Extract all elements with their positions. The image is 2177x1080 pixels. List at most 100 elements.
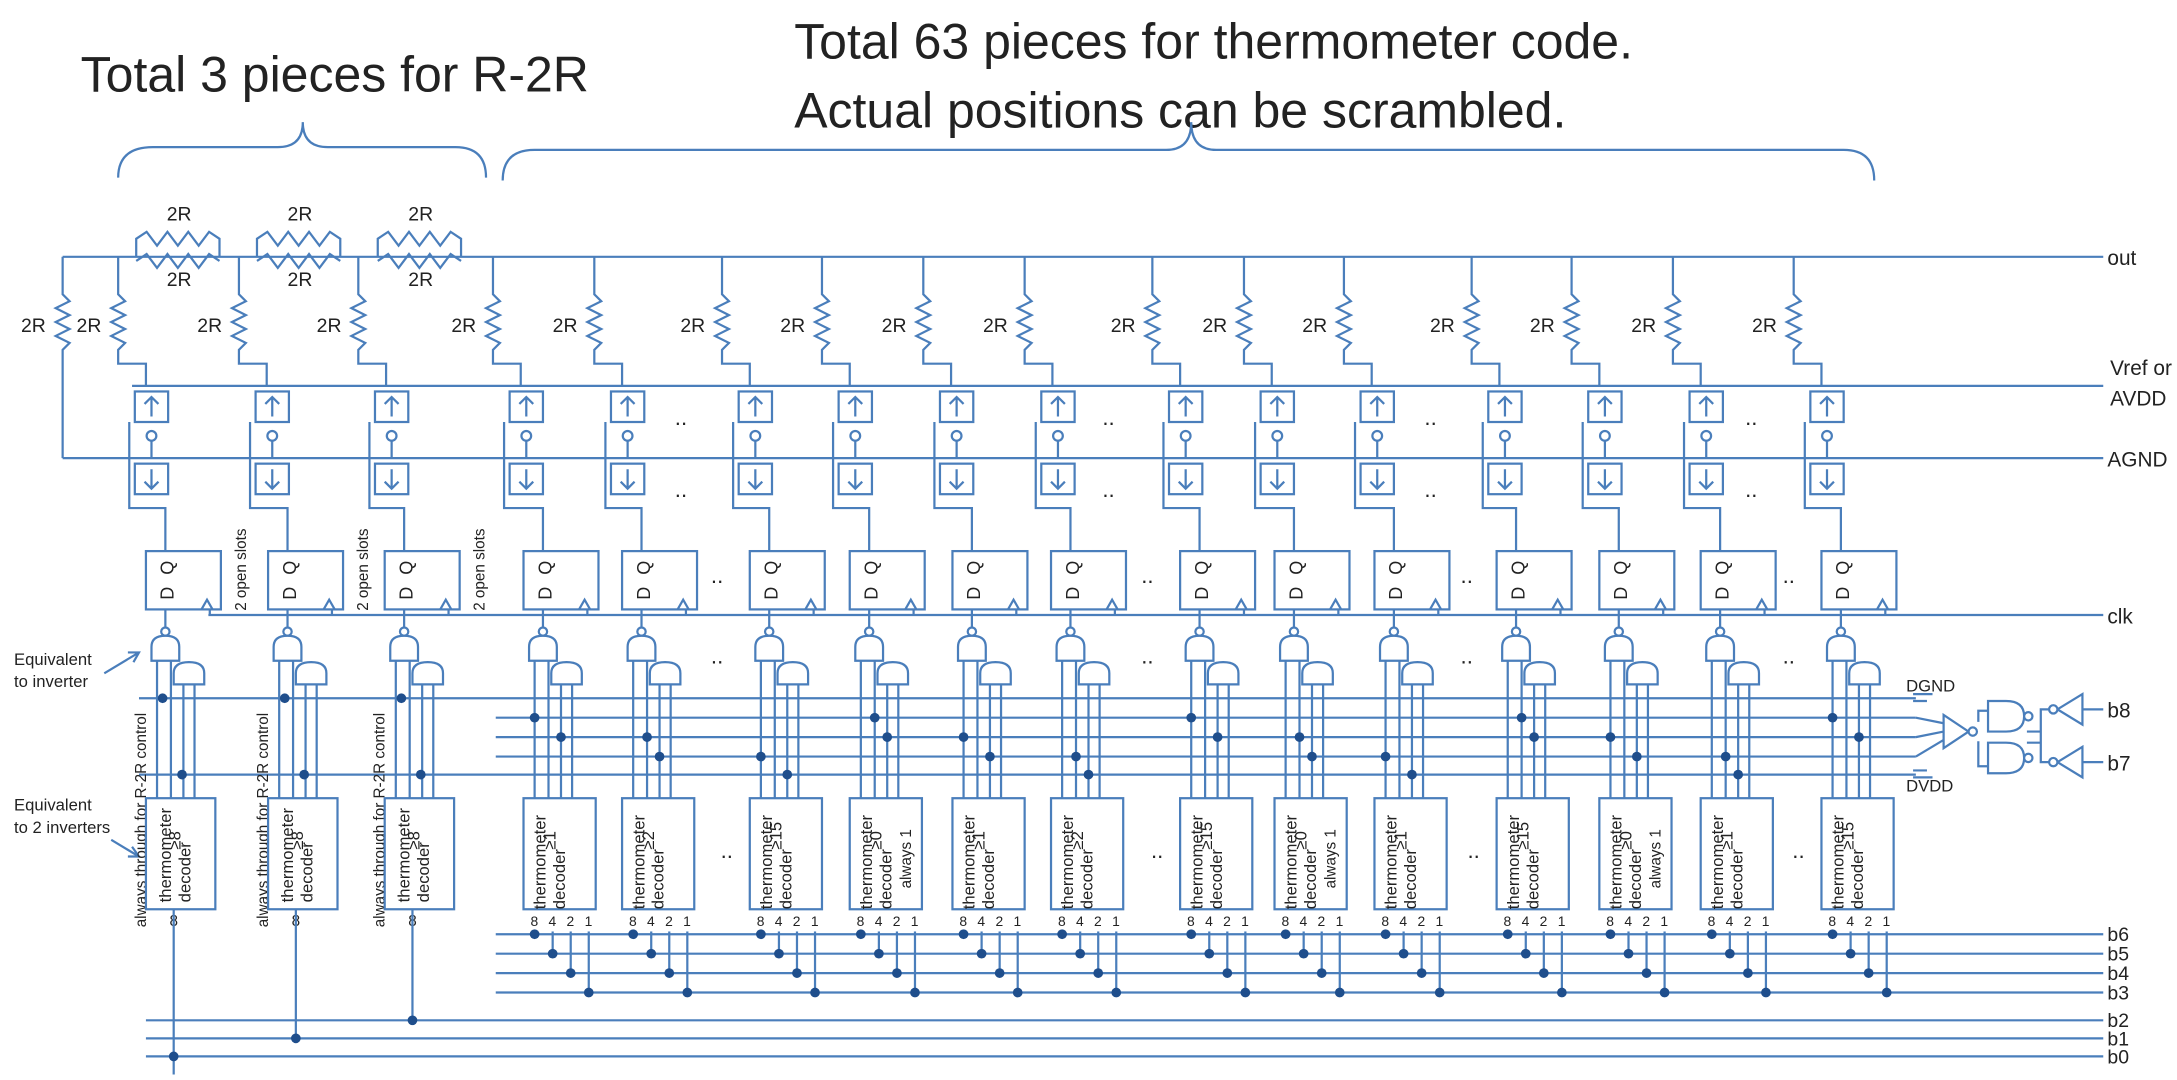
- decoder-input: 8: [1281, 913, 1289, 929]
- decoder-input: 4: [1624, 913, 1632, 929]
- decoder-input: 8: [757, 913, 765, 929]
- junction: [1186, 713, 1196, 723]
- nand-gate: [390, 636, 418, 661]
- decoder-input: 4: [1399, 913, 1407, 929]
- junction: [1186, 929, 1196, 939]
- junction: [1707, 929, 1717, 939]
- junction: [985, 752, 995, 762]
- ellipsis: ..: [1783, 563, 1795, 588]
- junction: [1057, 929, 1067, 939]
- junction: [1660, 988, 1670, 998]
- decoder-label: decoder: [876, 849, 895, 910]
- gate-bubble: [1053, 431, 1063, 441]
- decoder-input: 1: [811, 913, 819, 929]
- gate-bubble: [750, 431, 760, 441]
- brace: [118, 122, 486, 178]
- decoder-label: decoder: [1301, 849, 1320, 910]
- threshold: ≥2: [1068, 831, 1087, 849]
- note-arrow: [104, 652, 139, 673]
- junction: [169, 1052, 179, 1062]
- junction: [774, 949, 784, 959]
- junction: [1517, 713, 1527, 723]
- junction: [642, 732, 652, 742]
- nand-gate: [274, 636, 302, 661]
- junction: [910, 988, 920, 998]
- ellipsis: ..: [1745, 477, 1757, 502]
- junction: [959, 732, 969, 742]
- junction: [1606, 929, 1616, 939]
- junction: [1093, 968, 1103, 978]
- gate-bubble: [765, 627, 773, 635]
- and-gate: [980, 662, 1011, 684]
- dgnd-label: DGND: [1906, 676, 1955, 695]
- open-slots: 2 open slots: [472, 528, 489, 611]
- threshold: ≥15: [1838, 822, 1857, 850]
- ellipsis: ..: [675, 477, 687, 502]
- thermo-title: Actual positions can be scrambled.: [794, 83, 1566, 139]
- label: 2R: [451, 315, 476, 337]
- gate-bubble: [1600, 431, 1610, 441]
- decoder-input: 1: [1436, 913, 1444, 929]
- junction: [1606, 732, 1616, 742]
- net-label: Vref or: [2110, 357, 2172, 380]
- decoder-label: thermometer: [1058, 814, 1077, 909]
- ff-pin: D: [1286, 587, 1306, 600]
- ellipsis: ..: [711, 644, 723, 669]
- open-slots: 2 open slots: [355, 528, 372, 611]
- decoder-input: 4: [1076, 913, 1084, 929]
- junction: [408, 1015, 418, 1025]
- decoder-input: 4: [775, 913, 783, 929]
- junction: [1299, 949, 1309, 959]
- ff-pin: D: [1386, 587, 1406, 600]
- junction: [1307, 752, 1317, 762]
- gate-bubble: [521, 431, 531, 441]
- junction: [1854, 732, 1864, 742]
- junction: [959, 929, 969, 939]
- thermo-title: Total 63 pieces for thermometer code.: [794, 13, 1633, 69]
- resistor: [1666, 257, 1701, 386]
- junction: [1725, 949, 1735, 959]
- decoder-input: 8: [857, 913, 865, 929]
- and-gate: [650, 662, 681, 684]
- decoder-note: always 1: [898, 829, 915, 888]
- label: 2R: [1202, 315, 1227, 337]
- label: 2R: [1302, 315, 1327, 337]
- label: 2R: [680, 315, 705, 337]
- decoder-input: 2: [1642, 913, 1650, 929]
- decoder-input: 8: [1828, 913, 1836, 929]
- note: Equivalent: [14, 650, 92, 669]
- junction: [1882, 988, 1892, 998]
- and-gate: [1627, 662, 1658, 684]
- nand-gate: [1706, 636, 1734, 661]
- junction: [1084, 770, 1094, 780]
- ff-pin: D: [1508, 587, 1528, 600]
- ff-pin: D: [280, 587, 300, 600]
- ellipsis: ..: [1141, 644, 1153, 669]
- gate-bubble: [283, 627, 291, 635]
- ff-pin: Q: [1386, 561, 1406, 575]
- junction: [158, 693, 168, 703]
- and-gate: [1079, 662, 1110, 684]
- junction: [995, 968, 1005, 978]
- decoder-label: decoder: [1078, 849, 1097, 910]
- label: 2R: [288, 269, 313, 291]
- junction: [1864, 968, 1874, 978]
- ff-pin: D: [1192, 587, 1212, 600]
- decoder-input: 1: [1883, 913, 1891, 929]
- junction: [530, 713, 540, 723]
- decoder-input: 4: [1522, 913, 1530, 929]
- decoder-input: 8: [1708, 913, 1716, 929]
- decoder-label: decoder: [979, 849, 998, 910]
- threshold: ≥15: [1197, 822, 1216, 850]
- junction: [396, 693, 406, 703]
- ff-pin: Q: [1712, 561, 1732, 575]
- gate-bubble: [539, 627, 547, 635]
- junction: [1642, 968, 1652, 978]
- nand-gate: [1827, 636, 1855, 661]
- decoder-input: 8: [959, 913, 967, 929]
- decoder-label: thermometer: [278, 808, 297, 903]
- junction: [756, 752, 766, 762]
- resistor: [486, 257, 521, 386]
- junction: [892, 968, 902, 978]
- ff-pin: Q: [762, 561, 782, 575]
